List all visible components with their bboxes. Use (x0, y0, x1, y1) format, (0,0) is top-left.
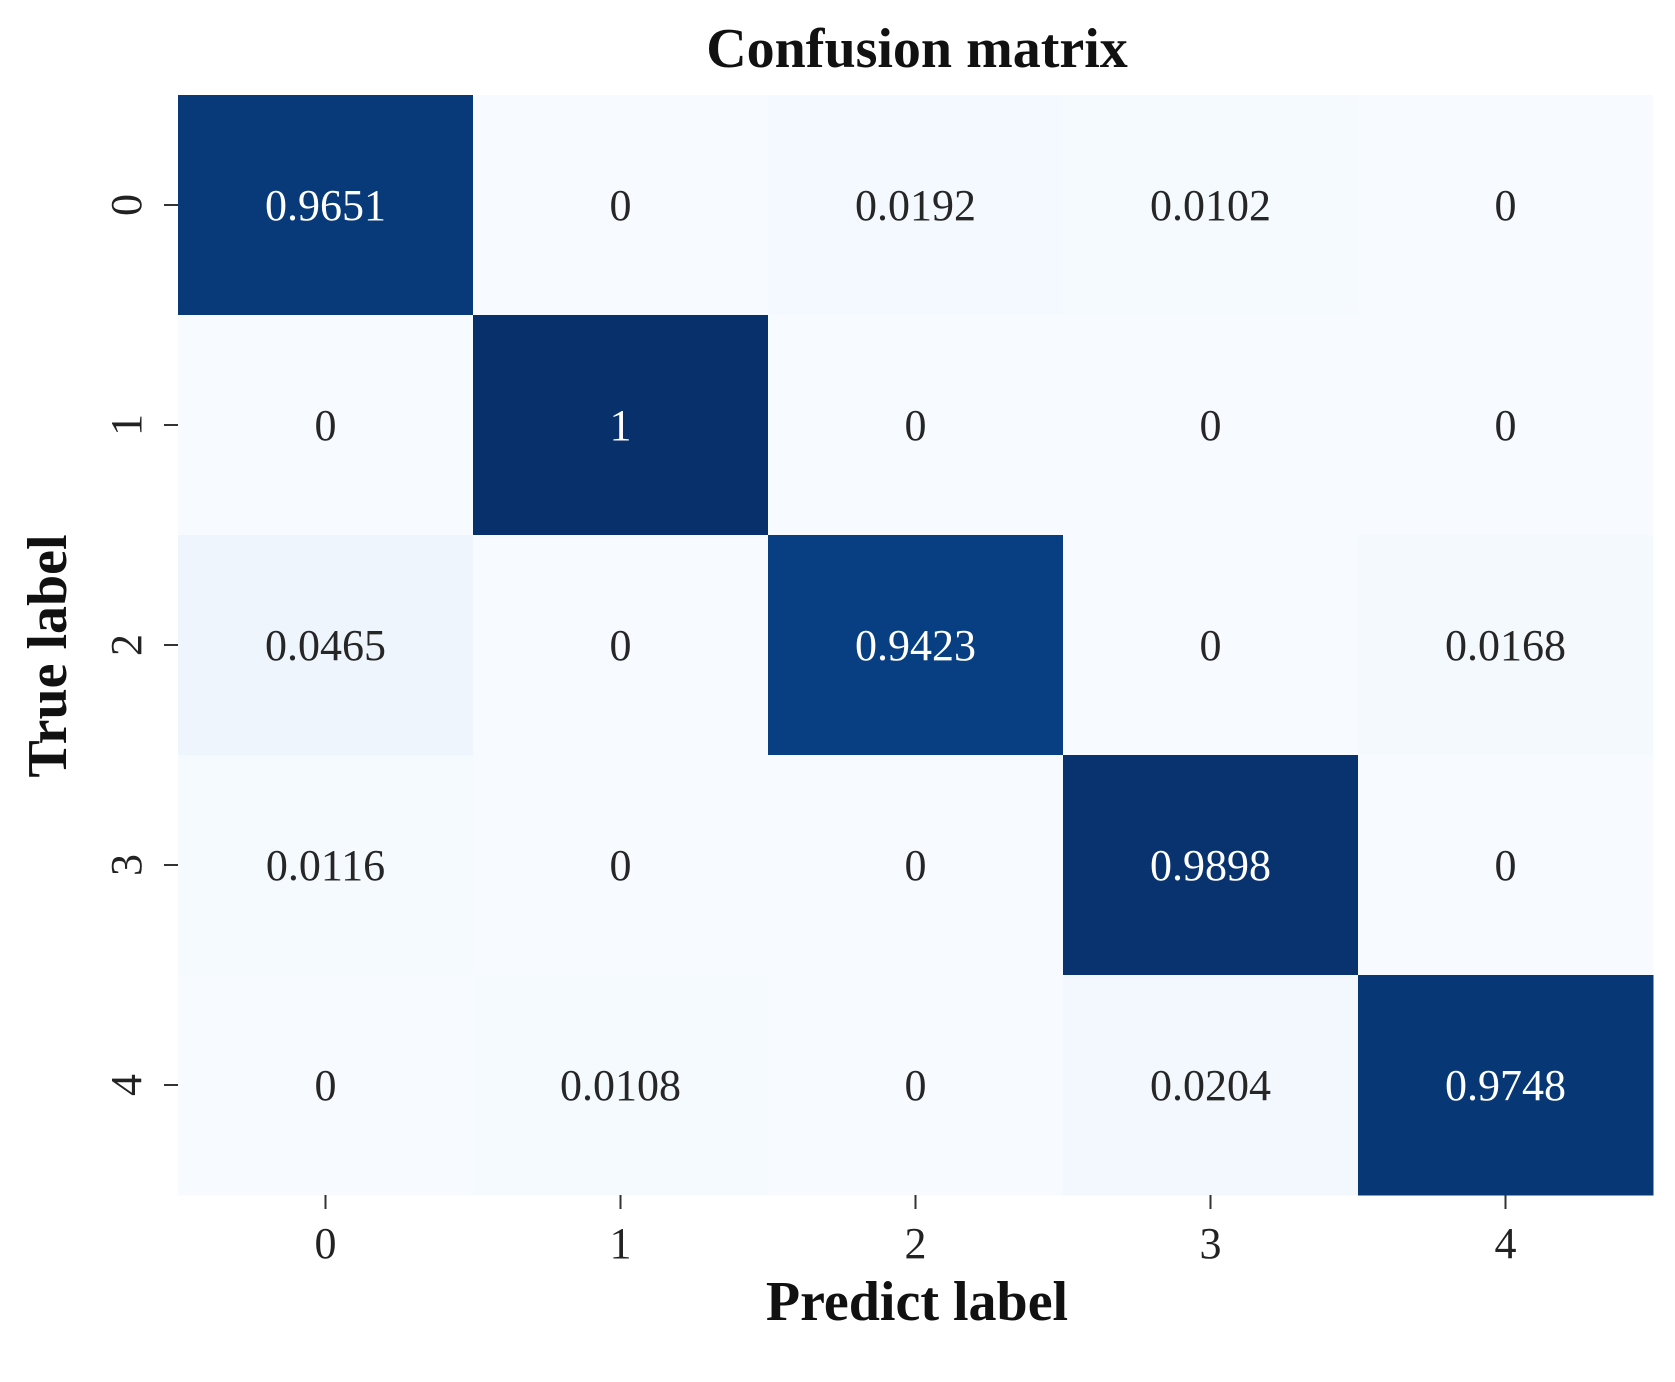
y-tick-label: 1 (102, 414, 151, 436)
cell-value-label: 0.0192 (855, 181, 976, 230)
cell-value-label: 0.9748 (1445, 1061, 1566, 1110)
cell-value-label: 0 (315, 401, 337, 450)
cell-value-label: 1 (610, 401, 632, 450)
cell-value-label: 0 (610, 841, 632, 890)
cell-value-label: 0.0108 (560, 1061, 681, 1110)
heatmap-cell (768, 755, 1064, 976)
heatmap-cell (178, 535, 474, 756)
cell-value-label: 0 (905, 401, 927, 450)
x-tick-label: 3 (1200, 1219, 1222, 1268)
cell-value-label: 0.9898 (1150, 841, 1271, 890)
y-axis-ticks: 0 1 2 3 4 (102, 194, 178, 1096)
heatmap-cell (473, 95, 769, 316)
heatmap-cell (1063, 975, 1359, 1196)
heatmap-cells (178, 95, 1654, 1196)
y-tick-label: 0 (102, 194, 151, 216)
cell-value-label: 0.0465 (265, 621, 386, 670)
cell-value-label: 0.0204 (1150, 1061, 1271, 1110)
heatmap-cell (473, 535, 769, 756)
heatmap-cell (178, 755, 474, 976)
heatmap-cell (178, 95, 474, 316)
heatmap-cell (1358, 535, 1654, 756)
heatmap-cell (178, 315, 474, 536)
heatmap-cell (768, 315, 1064, 536)
heatmap-cell (1358, 755, 1654, 976)
y-axis-label: True label (17, 534, 79, 777)
y-tick-label: 3 (102, 854, 151, 876)
y-tick-label: 2 (102, 634, 151, 656)
heatmap-cell (473, 975, 769, 1196)
heatmap-cell (1358, 95, 1654, 316)
cell-value-label: 0.0116 (266, 841, 385, 890)
cell-value-label: 0 (905, 841, 927, 890)
heatmap-cell-labels: 0.9651 0 0.0192 0.0102 0 0 1 0 0 0 0.0465 0 0.9423 0 0… (265, 181, 1566, 1110)
heatmap-cell (1063, 535, 1359, 756)
heatmap-cell (473, 755, 769, 976)
x-tick-label: 2 (905, 1219, 927, 1268)
cell-value-label: 0 (1200, 401, 1222, 450)
x-axis-ticks: 0 1 2 3 4 (315, 1195, 1517, 1268)
heatmap-cell (768, 535, 1064, 756)
x-tick-label: 0 (315, 1219, 337, 1268)
cell-value-label: 0.0168 (1445, 621, 1566, 670)
heatmap-cell (473, 315, 769, 536)
x-tick-label: 4 (1495, 1219, 1517, 1268)
heatmap-cell (1358, 975, 1654, 1196)
heatmap-cell (1358, 315, 1654, 536)
x-tick-label: 1 (610, 1219, 632, 1268)
cell-value-label: 0 (610, 621, 632, 670)
cell-value-label: 0 (1495, 181, 1517, 230)
cell-value-label: 0 (315, 1061, 337, 1110)
cell-value-label: 0 (1200, 621, 1222, 670)
heatmap-cell (1063, 95, 1359, 316)
x-axis-label: Predict label (766, 1271, 1068, 1333)
y-tick-label: 4 (102, 1074, 151, 1096)
cell-value-label: 0.9651 (265, 181, 386, 230)
chart-title: Confusion matrix (706, 18, 1128, 80)
heatmap-cell (1063, 315, 1359, 536)
heatmap-cell (178, 975, 474, 1196)
cell-value-label: 0.0102 (1150, 181, 1271, 230)
heatmap-cell (768, 975, 1064, 1196)
cell-value-label: 0 (1495, 401, 1517, 450)
heatmap-cell (768, 95, 1064, 316)
cell-value-label: 0 (905, 1061, 927, 1110)
heatmap-cell (1063, 755, 1359, 976)
cell-value-label: 0.9423 (855, 621, 976, 670)
cell-value-label: 0 (610, 181, 632, 230)
cell-value-label: 0 (1495, 841, 1517, 890)
